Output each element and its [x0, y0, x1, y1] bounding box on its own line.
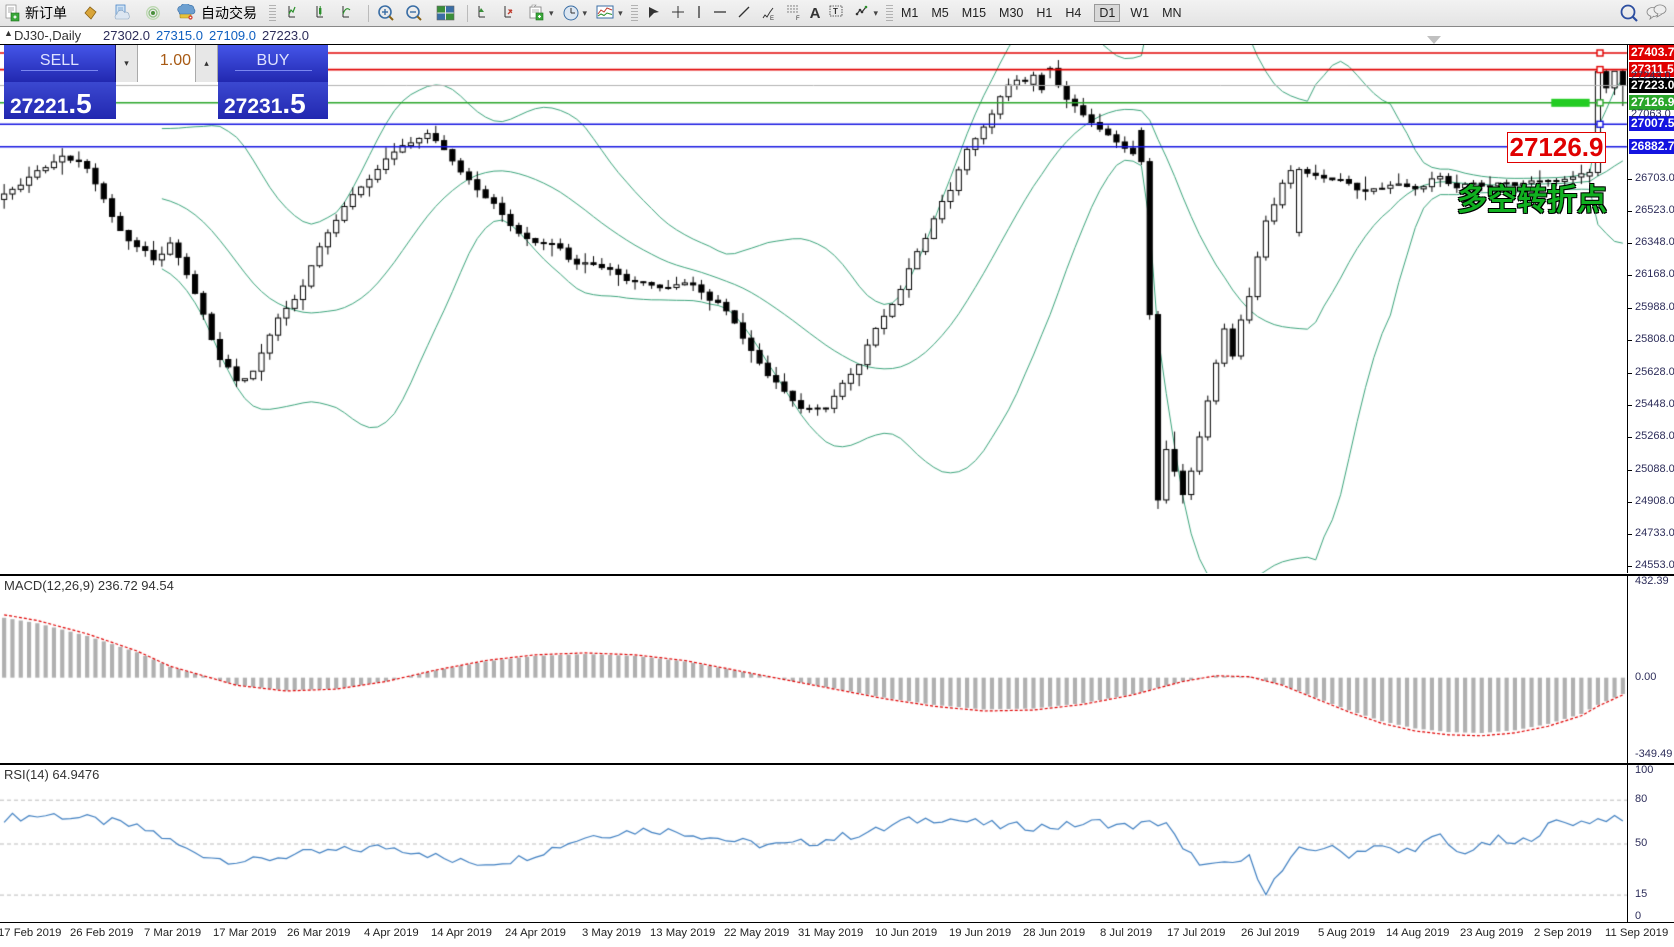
svg-text:F: F [796, 16, 800, 22]
svg-text:E: E [770, 16, 774, 22]
svg-text:T: T [833, 7, 838, 16]
